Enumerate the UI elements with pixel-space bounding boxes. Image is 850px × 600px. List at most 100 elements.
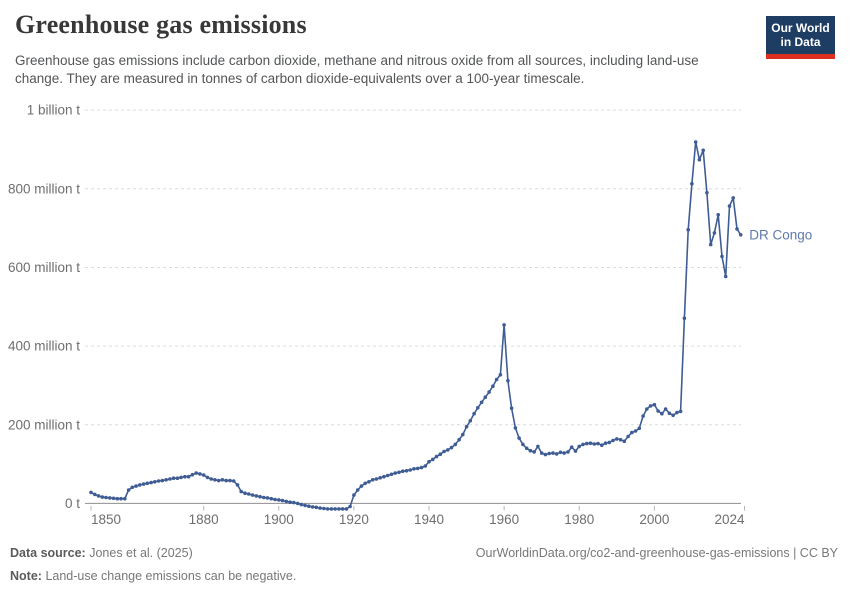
data-point (329, 507, 334, 511)
data-point (295, 501, 300, 506)
y-axis-tick-label: 1 billion t (27, 103, 81, 118)
data-point (310, 505, 315, 509)
data-point (198, 472, 202, 476)
data-point (235, 483, 240, 487)
data-point (558, 450, 563, 455)
data-point (528, 448, 533, 453)
data-point (209, 477, 213, 481)
data-point (104, 495, 108, 500)
data-point (355, 488, 360, 492)
data-point (705, 190, 709, 195)
data-point (464, 424, 469, 429)
data-point (168, 477, 172, 481)
data-point (130, 485, 135, 490)
data-point (348, 504, 352, 509)
data-point (352, 493, 356, 497)
data-point (179, 475, 183, 480)
data-point (603, 441, 608, 446)
data-point (284, 499, 289, 504)
x-axis-tick-label: 1920 (339, 512, 369, 527)
data-point (622, 439, 627, 444)
data-point (393, 471, 398, 475)
data-point (243, 491, 247, 496)
data-point (307, 504, 311, 509)
data-point (738, 233, 743, 237)
data-point (408, 468, 413, 472)
data-point (201, 473, 206, 477)
data-point (645, 407, 649, 411)
data-point (678, 409, 683, 414)
y-axis-tick-label: 600 million t (8, 260, 80, 275)
data-point (288, 500, 292, 505)
series-label-dr-congo[interactable]: DR Congo (749, 227, 812, 242)
data-point (325, 507, 330, 511)
data-point (119, 496, 123, 501)
x-axis-tick-label: 2024 (714, 512, 745, 527)
data-point (652, 402, 657, 407)
data-point (246, 492, 251, 496)
data-point (453, 442, 458, 447)
data-point (479, 400, 484, 405)
x-axis-tick-label: 1850 (91, 512, 121, 527)
data-point (340, 507, 345, 511)
data-point (731, 196, 735, 200)
owid-logo[interactable]: Our World in Data (766, 16, 835, 59)
data-point (431, 457, 435, 462)
data-point (423, 464, 428, 468)
data-point (637, 426, 642, 431)
data-point (727, 204, 732, 208)
owid-logo-line1: Our World (771, 21, 830, 35)
data-point (551, 451, 555, 455)
data-line-dr-congo[interactable] (90, 141, 742, 510)
data-point (735, 227, 739, 231)
data-point (660, 411, 664, 416)
data-point (532, 450, 536, 454)
data-point (171, 476, 176, 481)
data-point (502, 323, 506, 327)
data-point (509, 406, 514, 411)
x-axis-tick-label: 1960 (489, 512, 519, 527)
data-point (228, 478, 232, 483)
data-point (723, 274, 728, 279)
data-point (716, 213, 720, 217)
x-axis-tick-label: 1880 (189, 512, 219, 527)
x-axis-tick-label: 1980 (564, 512, 594, 527)
data-point (126, 488, 131, 492)
y-axis-tick-label: 0 t (65, 496, 80, 511)
x-axis-tick-label: 1900 (264, 512, 294, 527)
data-point (585, 441, 589, 446)
data-point (258, 494, 262, 499)
data-point (138, 483, 142, 487)
chart-title: Greenhouse gas emissions (15, 10, 307, 39)
data-point (322, 506, 326, 511)
data-point (250, 493, 255, 497)
data-point (618, 437, 623, 442)
data-point (412, 467, 416, 471)
data-point (487, 390, 491, 394)
data-point (607, 440, 612, 445)
data-point (333, 507, 337, 511)
data-point (280, 498, 285, 503)
data-point (494, 377, 499, 382)
data-point (205, 475, 210, 480)
data-point (686, 227, 690, 232)
data-point (577, 444, 581, 449)
data-point (378, 476, 383, 480)
data-point (277, 498, 281, 502)
data-point (303, 503, 307, 508)
data-point (671, 413, 675, 418)
data-point (483, 395, 488, 400)
data-point (554, 452, 559, 456)
data-point (220, 478, 225, 482)
data-point (521, 442, 525, 447)
data-point (569, 445, 574, 450)
data-point (318, 506, 322, 510)
y-axis-tick-label: 400 million t (8, 339, 80, 354)
data-point (134, 484, 138, 488)
data-point (100, 495, 105, 499)
data-point (596, 441, 600, 446)
data-point (442, 449, 446, 454)
data-point (630, 430, 634, 435)
data-point (498, 373, 503, 377)
